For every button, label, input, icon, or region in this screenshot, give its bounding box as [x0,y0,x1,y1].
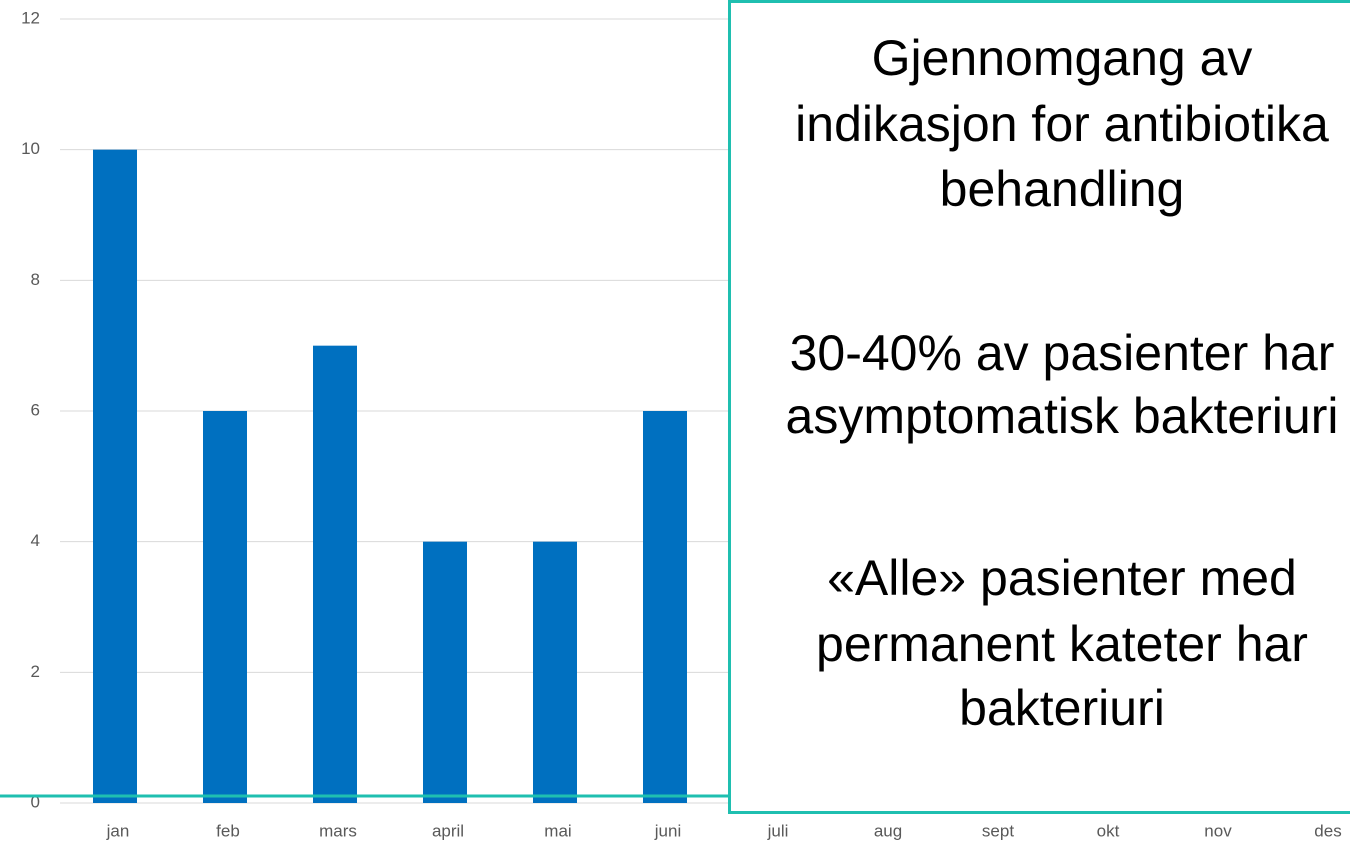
y-tick-label: 2 [31,662,40,681]
x-tick-label: april [432,821,464,840]
y-tick-label: 8 [31,270,40,289]
x-tick-label: aug [874,821,902,840]
text-box-line: «Alle» pasienter med [827,550,1297,606]
bar [533,541,577,803]
x-tick-label: sept [982,821,1014,840]
y-tick-label: 0 [31,792,40,811]
x-tick-label: juni [654,821,681,840]
text-box-line: bakteriuri [959,680,1165,736]
text-box-content: Gjennomgang av indikasjon for antibiotika… [786,30,1339,736]
x-tick-label: nov [1204,821,1232,840]
y-tick-label: 4 [31,531,40,550]
text-box-line: permanent kateter har [816,616,1308,672]
y-tick-label: 6 [31,400,40,419]
x-tick-label: juli [767,821,789,840]
text-box-line: asymptomatisk bakteriuri [786,388,1339,444]
bar [93,149,137,803]
text-box-line: behandling [940,161,1185,217]
bar [203,411,247,803]
y-tick-label: 10 [21,139,40,158]
text-box-line: Gjennomgang av [872,30,1253,86]
bar [643,411,687,803]
x-tick-label: mars [319,821,357,840]
text-box [728,0,1350,814]
x-tick-label: feb [216,821,240,840]
bar [313,345,357,803]
x-tick-label: okt [1097,821,1120,840]
y-tick-label: 12 [21,8,40,27]
text-box-line: 30-40% av pasienter har [790,325,1335,381]
x-tick-label: mai [544,821,571,840]
x-tick-label: des [1314,821,1341,840]
bar [423,541,467,803]
text-box-line: indikasjon for antibiotika [795,96,1329,152]
x-tick-label: jan [106,821,130,840]
